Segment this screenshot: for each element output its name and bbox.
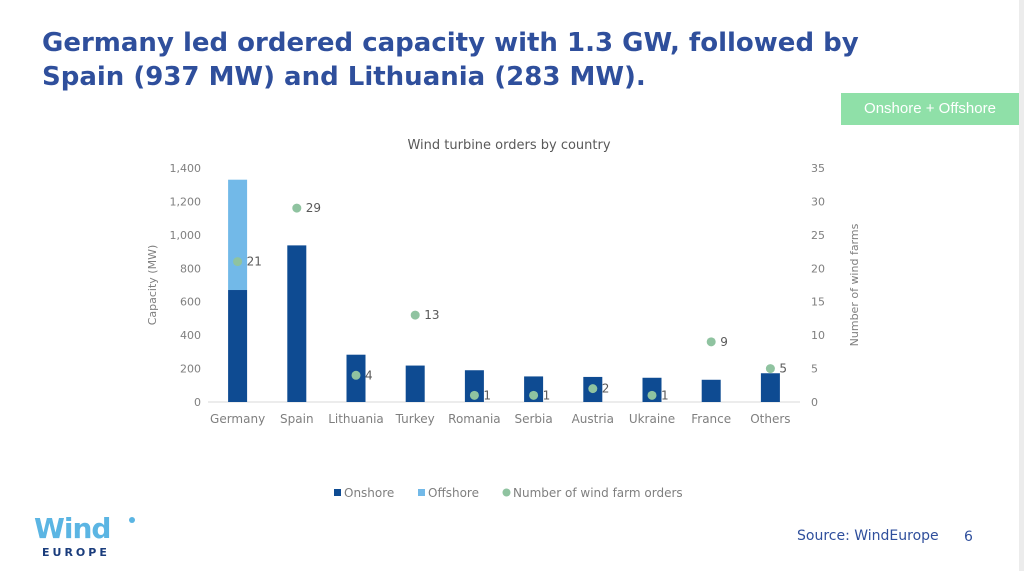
y2-axis-label: Number of wind farms bbox=[848, 223, 861, 346]
bar-onshore-france bbox=[701, 379, 721, 402]
order-point-france bbox=[706, 337, 716, 347]
order-count-label: 1 bbox=[483, 388, 491, 402]
order-count-label: 21 bbox=[247, 255, 262, 269]
y-tick-label: 600 bbox=[180, 296, 201, 309]
y2-tick-label: 20 bbox=[811, 262, 825, 275]
order-count-label: 9 bbox=[720, 335, 728, 349]
y-tick-label: 1,000 bbox=[170, 229, 202, 242]
order-count-label: 29 bbox=[306, 201, 321, 215]
bar-onshore-spain bbox=[287, 245, 307, 402]
y2-tick-label: 5 bbox=[811, 363, 818, 376]
category-labels: Germany Spain Lithuania Turkey Romania Serbia… bbox=[210, 412, 791, 426]
category-label: Serbia bbox=[514, 412, 552, 426]
order-point-spain bbox=[292, 203, 302, 213]
bars bbox=[228, 179, 780, 402]
order-count-label: 1 bbox=[543, 388, 551, 402]
category-label: Others bbox=[750, 412, 790, 426]
order-point-germany bbox=[233, 257, 243, 267]
order-count-label: 4 bbox=[365, 368, 373, 382]
category-label: France bbox=[691, 412, 731, 426]
page-number: 6 bbox=[964, 529, 973, 545]
legend-label: Offshore bbox=[428, 486, 479, 500]
bar-onshore-ukraine bbox=[642, 377, 662, 402]
y-tick-label: 0 bbox=[194, 396, 201, 409]
wind-turbine-orders-chart: Wind turbine orders by country 020040060… bbox=[146, 138, 861, 500]
right-axis-ticks: 0 5 10 15 20 25 30 35 bbox=[811, 162, 825, 409]
category-label: Germany bbox=[210, 412, 265, 426]
windeurope-logo: Wind EUROPE bbox=[34, 513, 144, 561]
y-tick-label: 1,400 bbox=[170, 162, 202, 175]
category-label: Turkey bbox=[395, 412, 435, 426]
order-point-others bbox=[765, 364, 775, 374]
category-label: Romania bbox=[448, 412, 500, 426]
order-point-ukraine bbox=[647, 390, 657, 400]
bar-offshore-germany bbox=[228, 179, 248, 291]
y2-tick-label: 15 bbox=[811, 296, 825, 309]
y-tick-label: 200 bbox=[180, 363, 201, 376]
category-label: Lithuania bbox=[328, 412, 384, 426]
order-count-label: 1 bbox=[661, 388, 669, 402]
category-label: Ukraine bbox=[629, 412, 675, 426]
logo-subtitle: EUROPE bbox=[42, 546, 110, 559]
y2-tick-label: 10 bbox=[811, 329, 825, 342]
order-point-austria bbox=[588, 384, 598, 394]
bar-onshore-romania bbox=[464, 370, 484, 402]
category-label: Spain bbox=[280, 412, 314, 426]
y2-tick-label: 25 bbox=[811, 229, 825, 242]
y-tick-label: 1,200 bbox=[170, 195, 202, 208]
legend-swatch-offshore bbox=[418, 489, 425, 496]
y2-tick-label: 35 bbox=[811, 162, 825, 175]
y-tick-label: 800 bbox=[180, 262, 201, 275]
left-axis-ticks: 0 200 400 600 800 1,000 1,200 1,400 bbox=[170, 162, 202, 409]
bar-onshore-germany bbox=[228, 290, 248, 402]
legend-swatch-onshore bbox=[334, 489, 341, 496]
y2-tick-label: 30 bbox=[811, 195, 825, 208]
legend-label: Onshore bbox=[344, 486, 394, 500]
logo-dot-icon bbox=[129, 517, 135, 523]
bar-onshore-turkey bbox=[405, 365, 425, 402]
y-tick-label: 400 bbox=[180, 329, 201, 342]
bar-onshore-others bbox=[760, 373, 780, 402]
source-note: Source: WindEurope bbox=[797, 528, 939, 544]
chart-title: Wind turbine orders by country bbox=[407, 138, 610, 153]
legend-label: Number of wind farm orders bbox=[513, 486, 683, 500]
slide-edge bbox=[1019, 0, 1024, 571]
order-count-label: 5 bbox=[779, 362, 787, 376]
scope-tag: Onshore + Offshore bbox=[841, 93, 1019, 125]
legend: Onshore Offshore Number of wind farm order… bbox=[334, 486, 683, 500]
order-count-label: 2 bbox=[602, 382, 610, 396]
logo-wordmark: Wind bbox=[34, 512, 111, 545]
y2-tick-label: 0 bbox=[811, 396, 818, 409]
page-title: Germany led ordered capacity with 1.3 GW… bbox=[42, 28, 859, 92]
order-point-turkey bbox=[410, 310, 420, 320]
bar-onshore-serbia bbox=[524, 376, 544, 402]
order-point-serbia bbox=[529, 390, 539, 400]
order-point-romania bbox=[469, 390, 479, 400]
y-axis-label: Capacity (MW) bbox=[146, 245, 159, 326]
category-label: Austria bbox=[572, 412, 614, 426]
legend-swatch-orders bbox=[502, 488, 511, 497]
order-point-lithuania bbox=[351, 370, 361, 380]
order-count-label: 13 bbox=[424, 308, 439, 322]
